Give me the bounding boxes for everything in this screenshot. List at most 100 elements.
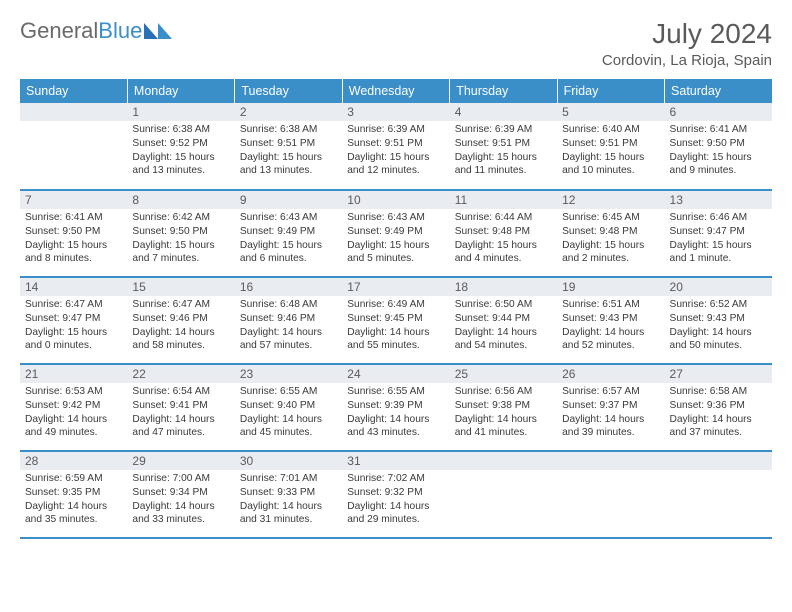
- day-number: 28: [20, 452, 127, 470]
- day-details: Sunrise: 6:46 AMSunset: 9:47 PMDaylight:…: [665, 209, 772, 270]
- day-details: Sunrise: 6:43 AMSunset: 9:49 PMDaylight:…: [235, 209, 342, 270]
- day-number: 26: [557, 365, 664, 383]
- calendar-week-row: 7Sunrise: 6:41 AMSunset: 9:50 PMDaylight…: [20, 190, 772, 277]
- calendar-day-cell: 11Sunrise: 6:44 AMSunset: 9:48 PMDayligh…: [450, 190, 557, 277]
- calendar-day-cell: 26Sunrise: 6:57 AMSunset: 9:37 PMDayligh…: [557, 364, 664, 451]
- calendar-day-cell: [20, 103, 127, 190]
- day-number: 23: [235, 365, 342, 383]
- calendar-day-cell: 27Sunrise: 6:58 AMSunset: 9:36 PMDayligh…: [665, 364, 772, 451]
- day-details: Sunrise: 6:50 AMSunset: 9:44 PMDaylight:…: [450, 296, 557, 357]
- calendar-day-cell: 16Sunrise: 6:48 AMSunset: 9:46 PMDayligh…: [235, 277, 342, 364]
- weekday-header-row: SundayMondayTuesdayWednesdayThursdayFrid…: [20, 79, 772, 103]
- day-number: 21: [20, 365, 127, 383]
- calendar-day-cell: 2Sunrise: 6:38 AMSunset: 9:51 PMDaylight…: [235, 103, 342, 190]
- day-number: 12: [557, 191, 664, 209]
- day-details: Sunrise: 6:58 AMSunset: 9:36 PMDaylight:…: [665, 383, 772, 444]
- calendar-day-cell: [450, 451, 557, 538]
- day-number: 6: [665, 103, 772, 121]
- day-number: 5: [557, 103, 664, 121]
- calendar-day-cell: 3Sunrise: 6:39 AMSunset: 9:51 PMDaylight…: [342, 103, 449, 190]
- day-details: Sunrise: 6:39 AMSunset: 9:51 PMDaylight:…: [450, 121, 557, 182]
- calendar-day-cell: 1Sunrise: 6:38 AMSunset: 9:52 PMDaylight…: [127, 103, 234, 190]
- day-details: Sunrise: 6:38 AMSunset: 9:51 PMDaylight:…: [235, 121, 342, 182]
- weekday-header: Thursday: [450, 79, 557, 103]
- day-details: Sunrise: 6:41 AMSunset: 9:50 PMDaylight:…: [665, 121, 772, 182]
- calendar-day-cell: 14Sunrise: 6:47 AMSunset: 9:47 PMDayligh…: [20, 277, 127, 364]
- weekday-header: Monday: [127, 79, 234, 103]
- day-number: 3: [342, 103, 449, 121]
- day-details: Sunrise: 6:52 AMSunset: 9:43 PMDaylight:…: [665, 296, 772, 357]
- calendar-day-cell: 5Sunrise: 6:40 AMSunset: 9:51 PMDaylight…: [557, 103, 664, 190]
- day-number: 25: [450, 365, 557, 383]
- calendar-day-cell: 28Sunrise: 6:59 AMSunset: 9:35 PMDayligh…: [20, 451, 127, 538]
- brand-part2: Blue: [98, 18, 142, 44]
- calendar-day-cell: 8Sunrise: 6:42 AMSunset: 9:50 PMDaylight…: [127, 190, 234, 277]
- calendar-day-cell: 19Sunrise: 6:51 AMSunset: 9:43 PMDayligh…: [557, 277, 664, 364]
- day-details: Sunrise: 6:39 AMSunset: 9:51 PMDaylight:…: [342, 121, 449, 182]
- day-number: 20: [665, 278, 772, 296]
- day-number: 15: [127, 278, 234, 296]
- day-number: 22: [127, 365, 234, 383]
- day-number: 9: [235, 191, 342, 209]
- weekday-header: Sunday: [20, 79, 127, 103]
- day-details: Sunrise: 6:43 AMSunset: 9:49 PMDaylight:…: [342, 209, 449, 270]
- day-number: 27: [665, 365, 772, 383]
- day-details: Sunrise: 6:54 AMSunset: 9:41 PMDaylight:…: [127, 383, 234, 444]
- weekday-header: Friday: [557, 79, 664, 103]
- calendar-week-row: 14Sunrise: 6:47 AMSunset: 9:47 PMDayligh…: [20, 277, 772, 364]
- day-details: Sunrise: 6:53 AMSunset: 9:42 PMDaylight:…: [20, 383, 127, 444]
- month-title: July 2024: [602, 18, 772, 50]
- calendar-day-cell: 31Sunrise: 7:02 AMSunset: 9:32 PMDayligh…: [342, 451, 449, 538]
- day-details: Sunrise: 6:38 AMSunset: 9:52 PMDaylight:…: [127, 121, 234, 182]
- calendar-head: SundayMondayTuesdayWednesdayThursdayFrid…: [20, 79, 772, 103]
- day-number: 14: [20, 278, 127, 296]
- day-details: Sunrise: 6:48 AMSunset: 9:46 PMDaylight:…: [235, 296, 342, 357]
- calendar-day-cell: 29Sunrise: 7:00 AMSunset: 9:34 PMDayligh…: [127, 451, 234, 538]
- day-number: [450, 452, 557, 470]
- day-number: 30: [235, 452, 342, 470]
- weekday-header: Tuesday: [235, 79, 342, 103]
- weekday-header: Saturday: [665, 79, 772, 103]
- day-number: 29: [127, 452, 234, 470]
- day-number: 10: [342, 191, 449, 209]
- day-details: Sunrise: 7:00 AMSunset: 9:34 PMDaylight:…: [127, 470, 234, 531]
- day-details: Sunrise: 6:44 AMSunset: 9:48 PMDaylight:…: [450, 209, 557, 270]
- calendar-day-cell: 12Sunrise: 6:45 AMSunset: 9:48 PMDayligh…: [557, 190, 664, 277]
- calendar-day-cell: 20Sunrise: 6:52 AMSunset: 9:43 PMDayligh…: [665, 277, 772, 364]
- day-number: 2: [235, 103, 342, 121]
- weekday-header: Wednesday: [342, 79, 449, 103]
- day-number: 1: [127, 103, 234, 121]
- day-details: Sunrise: 6:47 AMSunset: 9:46 PMDaylight:…: [127, 296, 234, 357]
- calendar-day-cell: 24Sunrise: 6:55 AMSunset: 9:39 PMDayligh…: [342, 364, 449, 451]
- location-label: Cordovin, La Rioja, Spain: [602, 52, 772, 69]
- calendar-day-cell: 15Sunrise: 6:47 AMSunset: 9:46 PMDayligh…: [127, 277, 234, 364]
- calendar-day-cell: 10Sunrise: 6:43 AMSunset: 9:49 PMDayligh…: [342, 190, 449, 277]
- day-details: Sunrise: 6:56 AMSunset: 9:38 PMDaylight:…: [450, 383, 557, 444]
- day-number: [665, 452, 772, 470]
- day-number: 8: [127, 191, 234, 209]
- calendar-day-cell: 9Sunrise: 6:43 AMSunset: 9:49 PMDaylight…: [235, 190, 342, 277]
- day-number: 31: [342, 452, 449, 470]
- day-details: Sunrise: 6:55 AMSunset: 9:40 PMDaylight:…: [235, 383, 342, 444]
- day-details: Sunrise: 6:42 AMSunset: 9:50 PMDaylight:…: [127, 209, 234, 270]
- day-number: 7: [20, 191, 127, 209]
- calendar-day-cell: 7Sunrise: 6:41 AMSunset: 9:50 PMDaylight…: [20, 190, 127, 277]
- day-details: Sunrise: 6:55 AMSunset: 9:39 PMDaylight:…: [342, 383, 449, 444]
- day-number: 11: [450, 191, 557, 209]
- calendar-day-cell: 6Sunrise: 6:41 AMSunset: 9:50 PMDaylight…: [665, 103, 772, 190]
- day-details: Sunrise: 7:02 AMSunset: 9:32 PMDaylight:…: [342, 470, 449, 531]
- day-number: [20, 103, 127, 121]
- logo-icon: [144, 23, 172, 39]
- day-number: [557, 452, 664, 470]
- day-details: Sunrise: 6:59 AMSunset: 9:35 PMDaylight:…: [20, 470, 127, 531]
- day-details: Sunrise: 6:57 AMSunset: 9:37 PMDaylight:…: [557, 383, 664, 444]
- calendar-day-cell: 30Sunrise: 7:01 AMSunset: 9:33 PMDayligh…: [235, 451, 342, 538]
- day-number: 13: [665, 191, 772, 209]
- calendar-day-cell: 22Sunrise: 6:54 AMSunset: 9:41 PMDayligh…: [127, 364, 234, 451]
- calendar-week-row: 1Sunrise: 6:38 AMSunset: 9:52 PMDaylight…: [20, 103, 772, 190]
- day-details: Sunrise: 6:41 AMSunset: 9:50 PMDaylight:…: [20, 209, 127, 270]
- calendar-week-row: 28Sunrise: 6:59 AMSunset: 9:35 PMDayligh…: [20, 451, 772, 538]
- calendar-table: SundayMondayTuesdayWednesdayThursdayFrid…: [20, 79, 772, 539]
- brand-part1: General: [20, 18, 98, 44]
- calendar-week-row: 21Sunrise: 6:53 AMSunset: 9:42 PMDayligh…: [20, 364, 772, 451]
